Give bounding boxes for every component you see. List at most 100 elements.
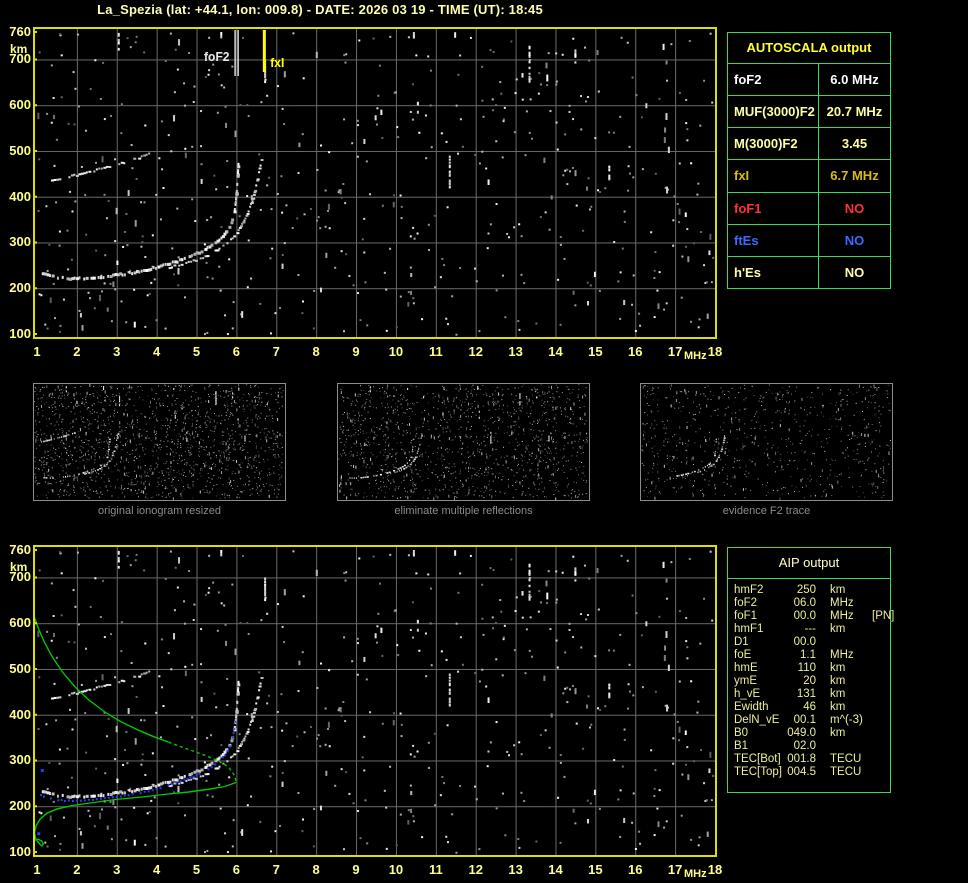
- aip-value: 1.1: [800, 649, 816, 661]
- autoscala-row: h'Es NO: [728, 255, 890, 288]
- aip-extra: [868, 740, 890, 753]
- aip-label: D1: [734, 636, 749, 648]
- aip-unit: [816, 740, 868, 753]
- aip-label: DelN_vE: [734, 714, 780, 726]
- thumbnail-original-ionogram: [33, 383, 286, 501]
- aip-label: TEC[Top]: [734, 766, 782, 778]
- bottom-ionogram-plot: [33, 545, 717, 857]
- bottom-plot-x-axis-label: 15: [588, 862, 603, 877]
- top-plot-y-axis-label: 100: [9, 326, 31, 341]
- aip-label: h_vE: [734, 688, 761, 700]
- aip-unit: km: [830, 701, 846, 713]
- km-unit-label: km: [10, 42, 28, 56]
- thumbnail-evidence-f2: [640, 383, 893, 501]
- bottom-plot-x-axis-label: 5: [192, 862, 201, 877]
- aip-unit: km: [830, 584, 846, 596]
- aip-row: hmF2 250 km: [728, 584, 890, 597]
- aip-row: ymE 20 km: [728, 675, 890, 688]
- autoscala-row-label: h'Es: [734, 264, 761, 280]
- top-plot-x-axis-label: 15: [588, 344, 603, 359]
- km-unit-label: km: [10, 560, 28, 574]
- top-plot-x-axis-label: 8: [312, 344, 320, 359]
- aip-extra: [868, 662, 890, 675]
- top-plot-x-axis-label: 5: [192, 344, 201, 359]
- aip-unit: km: [830, 662, 846, 674]
- aip-label: B1: [734, 740, 749, 752]
- aip-label: ymE: [734, 675, 757, 687]
- aip-value: 001.8: [787, 753, 816, 765]
- aip-row: DelN_vE 00.1 m^(-3): [728, 714, 890, 727]
- aip-value: 00.0: [793, 610, 816, 622]
- bottom-plot-x-axis-label: 10: [388, 862, 404, 877]
- aip-unit: km: [830, 727, 846, 739]
- thumbnail-original-canvas: [34, 384, 285, 500]
- bottom-plot-y-axis-label: 300: [9, 752, 31, 768]
- top-plot-y-axis-label: 760: [9, 24, 31, 39]
- aip-unit: km: [830, 675, 846, 687]
- bottom-plot-y-axis-label: 200: [9, 798, 31, 814]
- aip-unit: [816, 636, 868, 649]
- bottom-plot-x-axis-label: 4: [153, 862, 161, 877]
- aip-unit: m^(-3): [830, 714, 863, 726]
- aip-value: 250: [796, 584, 816, 596]
- top-plot-x-axis-label: 11: [428, 344, 443, 359]
- autoscala-row-label: foF1: [734, 200, 762, 216]
- bottom-plot-x-axis-label: 14: [548, 862, 563, 877]
- thumbnail-evidence-canvas: [641, 384, 892, 500]
- aip-unit: km: [830, 688, 846, 700]
- aip-value: 20: [803, 675, 816, 687]
- aip-extra: [868, 623, 890, 636]
- station-title: La_Spezia (lat: +44.1, lon: 009.8) - DAT…: [97, 2, 543, 17]
- top-plot-x-axis-label: 18: [707, 344, 723, 359]
- aip-row: foF2 06.0 MHz: [728, 597, 890, 610]
- thumbnail-eliminate-canvas: [338, 384, 589, 500]
- top-plot-x-axis-label: 14: [548, 344, 563, 359]
- bottom-plot-y-axis-label: 760: [9, 542, 31, 557]
- top-plot-x-axis-label: 7: [272, 344, 280, 359]
- autoscala-row-label: M(3000)F2: [734, 136, 798, 152]
- aip-extra: [868, 675, 890, 688]
- bottom-plot-y-axis-label: 100: [9, 844, 31, 859]
- bottom-plot-x-axis-label: 2: [73, 862, 81, 877]
- aip-value: 004.5: [787, 766, 816, 778]
- aip-output-rows: hmF2 250 km foF2 06.0 MHz foF1 00.0 MHz [PN] hmF1 -…: [728, 579, 894, 779]
- aip-row: hmF1 --- km: [728, 623, 890, 636]
- bottom-plot-y-axis-label: 700: [9, 569, 31, 585]
- aip-value: 00.0: [793, 636, 816, 648]
- top-plot-y-axis-label: 600: [9, 97, 31, 113]
- top-plot-y-axis-label: 500: [9, 142, 31, 158]
- aip-value: 131: [796, 688, 816, 700]
- autoscala-row-value: 6.0 MHz: [818, 64, 890, 96]
- bottom-plot-x-axis-label: 17: [667, 862, 683, 877]
- aip-label: hmE: [734, 662, 758, 674]
- top-plot-x-axis-label: 13: [508, 344, 523, 359]
- autoscala-output-table: AUTOSCALA output foF2 6.0 MHz MUF(3000)F2 2…: [727, 32, 891, 289]
- aip-label: foF2: [734, 597, 758, 609]
- aip-row: hmE 110 km: [728, 662, 890, 675]
- thumbnail-eliminate-reflections: [337, 383, 590, 501]
- aip-extra: [868, 753, 890, 766]
- autoscala-row-value: NO: [818, 224, 890, 256]
- aip-value: 02.0: [793, 740, 816, 752]
- top-plot-x-axis-label: 6: [232, 344, 241, 359]
- autoscala-row-value: 20.7 MHz: [818, 96, 890, 128]
- bottom-plot-y-axis-label: 400: [9, 706, 31, 722]
- aip-extra: [868, 714, 890, 727]
- aip-extra: [PN]: [872, 610, 895, 622]
- bottom-plot-x-axis-label: 8: [312, 862, 320, 877]
- bottom-plot-x-axis-label: 3: [113, 862, 121, 877]
- aip-label: TEC[Bot]: [734, 753, 781, 765]
- top-plot-y-axis-label: 400: [9, 188, 31, 204]
- autoscala-row: MUF(3000)F2 20.7 MHz: [728, 95, 890, 128]
- top-plot-y-axis-label: 300: [9, 234, 31, 250]
- aip-row: foE 1.1 MHz: [728, 649, 890, 662]
- mhz-unit-label: MHz: [684, 868, 707, 880]
- aip-row: D1 00.0: [728, 636, 890, 649]
- bottom-plot-x-axis-label: 1: [33, 862, 41, 877]
- aip-label: foF1: [734, 610, 758, 622]
- aip-unit: TECU: [830, 753, 862, 765]
- aip-value: ---: [804, 623, 817, 635]
- aip-unit: MHz: [830, 610, 854, 622]
- autoscala-row-label: fxI: [734, 168, 750, 184]
